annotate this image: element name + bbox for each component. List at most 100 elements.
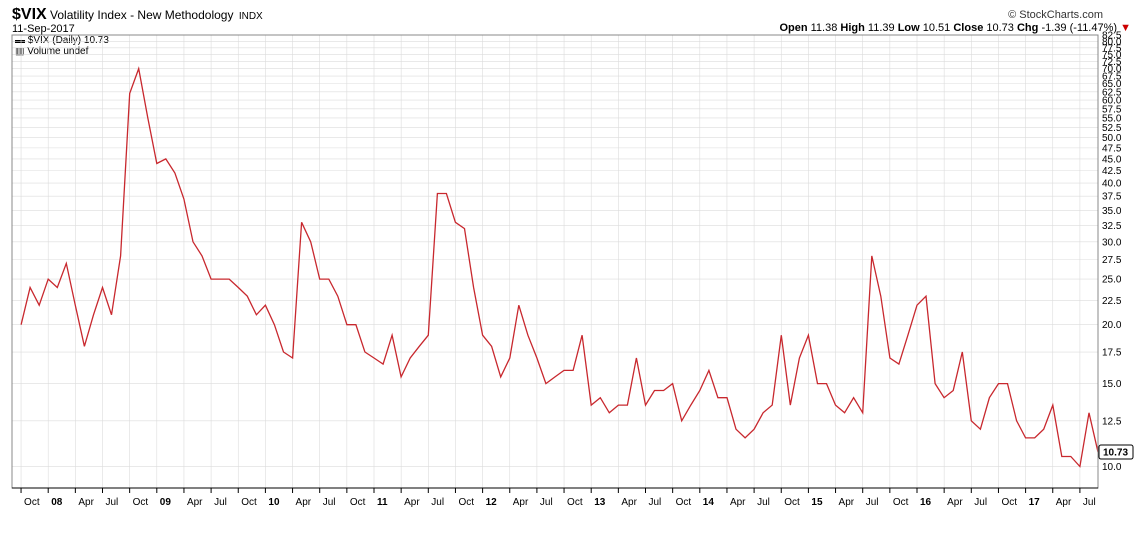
low-label: Low (897, 22, 920, 34)
exchange: INDX (238, 11, 263, 22)
x-tick-label: 16 (920, 497, 932, 508)
x-tick-label: Apr (513, 497, 529, 508)
x-tick-label: Jul (866, 497, 879, 508)
x-tick-label: 08 (51, 497, 63, 508)
down-arrow-icon: ▼ (1120, 22, 1131, 34)
symbol-name: Volatility Index - New Methodology (50, 8, 234, 22)
x-tick-label: Jul (649, 497, 662, 508)
low-value: 10.51 (922, 22, 951, 34)
x-tick-label: Jul (323, 497, 336, 508)
x-tick-label: Jul (431, 497, 444, 508)
y-tick-label: 60.0 (1102, 96, 1122, 107)
y-tick-label: 10.0 (1102, 462, 1122, 473)
legend-volume-label: Volume undef (27, 46, 89, 57)
vix-series-line (20, 66, 1099, 468)
x-tick-label: 14 (703, 497, 715, 508)
x-tick-label: Oct (1001, 497, 1017, 508)
open-label: Open (779, 22, 808, 34)
y-tick-label: 55.0 (1102, 113, 1122, 124)
brand-watermark: © StockCharts.com (1008, 9, 1103, 21)
y-tick-label: 47.5 (1102, 143, 1122, 154)
last-value-tag: 10.73 (1098, 444, 1134, 460)
y-axis: 10.0 12.5 15.0 17.5 20.0 22.5 25.0 27.5 30.0 32.5… (1102, 31, 1122, 473)
x-tick-label: Oct (893, 497, 909, 508)
close-label: Close (953, 22, 984, 34)
x-tick-label: Oct (784, 497, 800, 508)
x-tick-label: 09 (160, 497, 172, 508)
x-tick-label: Oct (676, 497, 692, 508)
y-tick-label: 57.5 (1102, 104, 1122, 115)
series-line-icon: ▬ (15, 35, 25, 46)
y-tick-label: 15.0 (1102, 379, 1122, 390)
x-tick-label: 12 (486, 497, 498, 508)
legend-series: ▬ $VIX (Daily) 10.73 (15, 35, 109, 46)
y-tick-label: 50.0 (1102, 133, 1122, 144)
y-tick-label: 12.5 (1102, 416, 1122, 427)
x-tick-label: Apr (296, 497, 312, 508)
x-tick-label: Apr (621, 497, 637, 508)
volume-bars-icon: ▥ (15, 46, 25, 57)
y-tick-label: 65.0 (1102, 79, 1122, 90)
y-tick-label: 45.0 (1102, 154, 1122, 165)
x-tick-label: Apr (947, 497, 963, 508)
y-tick-label: 25.0 (1102, 275, 1122, 286)
y-tick-label: 80.0 (1102, 37, 1122, 48)
x-tick-label: Apr (1056, 497, 1072, 508)
x-tick-label: 11 (377, 497, 388, 508)
plot-frame (11, 34, 1099, 489)
y-tick-label: 35.0 (1102, 206, 1122, 217)
chart-legend: ▬ $VIX (Daily) 10.73 ▥ Volume undef (15, 35, 109, 57)
x-tick-label: Apr (730, 497, 746, 508)
close-value: 10.73 (986, 22, 1014, 34)
x-tick-label: Jul (757, 497, 770, 508)
x-tick-label: 13 (594, 497, 606, 508)
x-tick-label: Oct (24, 497, 40, 508)
x-tick-label: Oct (241, 497, 257, 508)
y-tick-label: 17.5 (1102, 348, 1122, 359)
open-value: 11.38 (810, 22, 838, 34)
legend-volume: ▥ Volume undef (15, 46, 109, 57)
x-tick-label: Jul (540, 497, 553, 508)
y-tick-label: 42.5 (1102, 166, 1122, 177)
y-tick-label: 52.5 (1102, 123, 1122, 134)
y-tick-label: 75.0 (1102, 50, 1122, 61)
x-tick-label: 10 (268, 497, 280, 508)
x-axis: Oct 08 Apr Jul Oct 09 Apr Jul Oct 10 Apr Jul Oct 11 Ap… (20, 488, 1096, 508)
y-tick-label: 40.0 (1102, 179, 1122, 190)
legend-series-label: $VIX (Daily) 10.73 (27, 35, 109, 46)
x-tick-label: Oct (350, 497, 366, 508)
x-tick-label: Apr (187, 497, 203, 508)
y-tick-label: 37.5 (1102, 192, 1122, 203)
last-value-text: 10.73 (1103, 448, 1128, 459)
y-tick-label: 72.5 (1102, 57, 1122, 68)
y-tick-label: 82.5 (1102, 31, 1122, 42)
chart-header: $VIX Volatility Index - New Methodology … (12, 6, 263, 24)
y-tick-label: 62.5 (1102, 87, 1122, 98)
x-tick-label: Apr (839, 497, 855, 508)
x-tick-label: Jul (214, 497, 227, 508)
x-tick-label: Oct (567, 497, 583, 508)
symbol: $VIX (12, 6, 47, 23)
high-label: High (840, 22, 865, 34)
ohlc-summary: Open 11.38 High 11.39 Low 10.51 Close 10… (779, 22, 1131, 34)
y-tick-label: 20.0 (1102, 320, 1122, 331)
high-value: 11.39 (867, 22, 895, 34)
x-tick-label: Jul (974, 497, 987, 508)
y-tick-label: 77.5 (1102, 43, 1122, 54)
x-tick-label: Jul (106, 497, 119, 508)
x-tick-label: Apr (78, 497, 94, 508)
y-tick-label: 70.0 (1102, 64, 1122, 75)
y-tick-label: 30.0 (1102, 237, 1122, 248)
y-tick-label: 27.5 (1102, 255, 1122, 266)
y-tick-label: 22.5 (1102, 296, 1122, 307)
x-tick-label: Jul (1083, 497, 1096, 508)
y-tick-label: 67.5 (1102, 72, 1122, 83)
x-tick-label: Apr (404, 497, 420, 508)
x-tick-label: Oct (458, 497, 474, 508)
y-tick-label: 32.5 (1102, 221, 1122, 232)
chg-label: Chg (1016, 22, 1039, 34)
x-tick-label: 15 (811, 497, 823, 508)
x-tick-label: 17 (1029, 497, 1041, 508)
grid (12, 34, 1098, 488)
